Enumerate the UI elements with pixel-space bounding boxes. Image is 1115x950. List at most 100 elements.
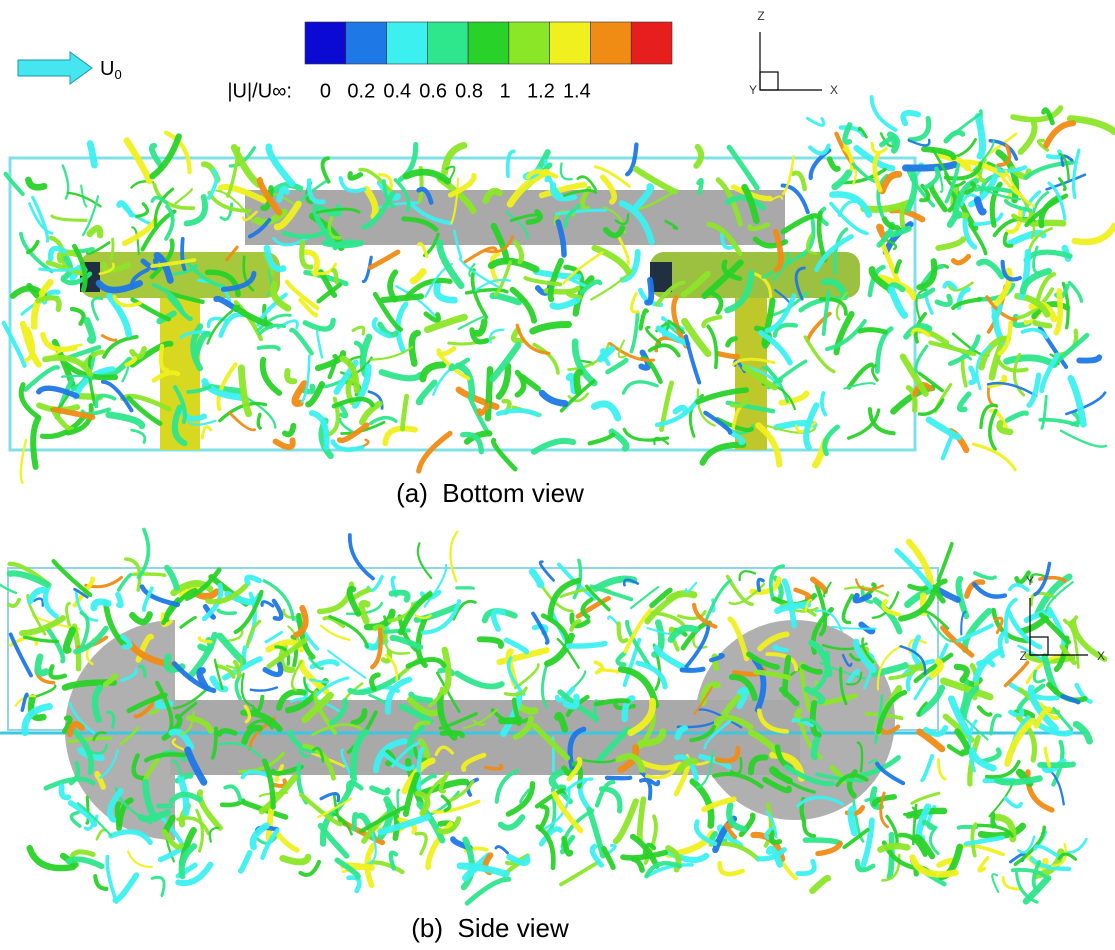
- caption: (b) Side view: [411, 913, 569, 943]
- vortex-strand: [991, 715, 1000, 734]
- vortex-strand: [97, 830, 105, 839]
- vortex-strand: [202, 427, 211, 438]
- axis-label: X: [1097, 649, 1105, 663]
- vortex-strand: [698, 180, 701, 193]
- vortex-strand: [119, 203, 132, 215]
- vortex-strand: [577, 372, 580, 392]
- vortex-strand: [87, 321, 93, 341]
- vortex-strand: [924, 822, 933, 828]
- axis-label: Z: [1020, 649, 1027, 663]
- vortex-strand: [542, 393, 565, 403]
- colorbar-swatch: [631, 22, 672, 64]
- vortex-strand: [1056, 291, 1060, 333]
- colorbar-tick-label: 0.2: [347, 80, 375, 102]
- vortex-strand: [54, 561, 91, 595]
- page: {"legend": { "flow_label": {"base": "U",…: [0, 0, 1115, 950]
- colorbar-tick-label: 0.6: [419, 80, 447, 102]
- colorbar-tick-label: 1: [499, 80, 510, 102]
- colorbar-swatch: [305, 22, 346, 64]
- vortex-strand: [1066, 393, 1105, 414]
- vortex-strand: [132, 614, 149, 622]
- vortex-strand: [38, 298, 59, 310]
- vortex-strand: [490, 330, 503, 343]
- vortex-strand: [810, 146, 828, 154]
- vortex-strand: [591, 271, 631, 300]
- vortex-strand: [291, 330, 311, 353]
- vortex-strand: [975, 573, 995, 578]
- vortex-strand: [930, 827, 938, 853]
- vortex-strand: [117, 804, 119, 825]
- vortex-strand: [938, 544, 951, 581]
- vortex-strand: [457, 673, 502, 686]
- vortex-strand: [370, 252, 398, 268]
- vortex-strand: [132, 349, 144, 357]
- vortex-strand: [33, 197, 48, 241]
- axis-label: Z: [757, 9, 764, 23]
- vortex-strand: [906, 165, 955, 169]
- vortex-strand: [118, 594, 121, 605]
- vortex-strand: [720, 863, 743, 874]
- vortex-strand: [423, 365, 443, 379]
- vortex-strand: [181, 618, 195, 628]
- vortex-strand: [187, 197, 205, 224]
- vortex-strand: [590, 435, 613, 444]
- vortex-strand: [350, 174, 361, 179]
- vortex-strand: [426, 314, 439, 321]
- vortex-strand: [61, 786, 68, 797]
- vortex-strand: [937, 296, 950, 304]
- vortex-strand: [533, 324, 569, 331]
- vortex-strand: [979, 707, 991, 715]
- colorbar-swatch: [427, 22, 468, 64]
- vortex-strand: [269, 147, 292, 184]
- vortex-strand: [498, 410, 538, 415]
- vortex-strand: [412, 333, 418, 364]
- vortex-strand: [804, 822, 814, 836]
- vortex-strand: [287, 371, 294, 381]
- vortex-strand: [107, 857, 116, 902]
- vortex-strand: [418, 543, 431, 578]
- vortex-strand: [128, 851, 152, 867]
- vortex-strand: [693, 782, 712, 826]
- vortex-strand: [102, 336, 116, 341]
- vortex-strand: [305, 320, 333, 329]
- vortex-strand: [938, 760, 945, 780]
- vortex-strand: [92, 298, 102, 319]
- vortex-strand: [540, 562, 553, 581]
- vortex-strand: [302, 356, 309, 402]
- vortex-strand: [416, 833, 426, 853]
- colorbar: 00.20.40.60.811.21.4: [305, 22, 672, 102]
- vortex-strand: [1061, 431, 1106, 447]
- vortex-strand: [467, 879, 509, 903]
- caption: (a) Bottom view: [396, 478, 584, 508]
- vortex-strand: [413, 272, 423, 281]
- vortex-strand: [132, 430, 145, 442]
- vortex-strand: [910, 119, 929, 140]
- bottom-view-render: [4, 97, 1115, 483]
- colorbar-swatch: [550, 22, 591, 64]
- vortex-strand: [66, 630, 72, 650]
- vortex-strand: [1079, 357, 1099, 360]
- vortex-strand: [807, 118, 823, 125]
- vortex-strand: [52, 216, 86, 220]
- vortex-strand: [439, 348, 454, 354]
- vortex-strand: [805, 337, 834, 372]
- vortex-strand: [166, 207, 173, 239]
- vortex-strand: [561, 163, 572, 179]
- vortex-strand: [225, 786, 240, 800]
- vortex-strand: [43, 335, 75, 350]
- vortex-strand: [997, 779, 1039, 783]
- vortex-strand: [477, 322, 485, 334]
- vortex-strand: [706, 581, 731, 622]
- vortex-strand: [872, 97, 896, 130]
- vortex-strand: [48, 629, 63, 661]
- vortex-strand: [596, 662, 603, 672]
- vortex-strand: [72, 309, 84, 324]
- vortex-strand: [502, 719, 519, 721]
- vortex-strand: [90, 144, 94, 166]
- vortex-strand: [1013, 108, 1061, 120]
- vortex-strand: [34, 599, 43, 606]
- vortex-strand: [631, 313, 637, 352]
- vortex-strand: [1035, 846, 1058, 856]
- vortex-strand: [594, 404, 617, 418]
- vortex-strand: [1042, 396, 1046, 428]
